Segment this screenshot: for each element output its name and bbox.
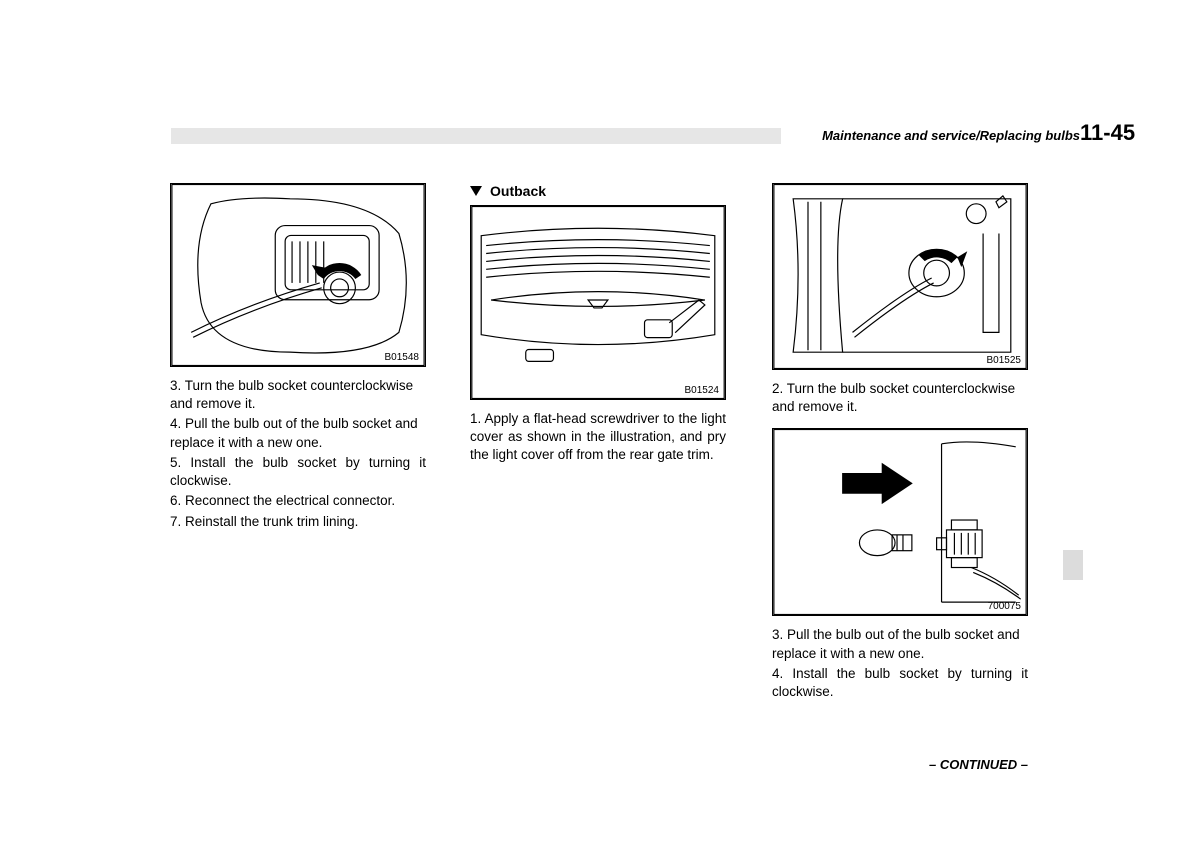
illustration-socket-ccw-outback <box>773 184 1027 369</box>
step-text: 3. Turn the bulb socket counterclockwise… <box>170 377 426 413</box>
figure-b01548: B01548 <box>170 183 426 367</box>
step-text: 3. Pull the bulb out of the bulb socket … <box>772 626 1028 662</box>
continued-label: – CONTINUED – <box>772 757 1028 772</box>
col3-text-2: 3. Pull the bulb out of the bulb socket … <box>772 626 1028 701</box>
step-text: 1. Apply a flat-head screwdriver to the … <box>470 410 726 465</box>
column-1: B01548 3. Turn the bulb socket countercl… <box>170 183 455 533</box>
figure-code: 700075 <box>988 601 1021 612</box>
step-text: 6. Reconnect the electrical connector. <box>170 492 426 510</box>
side-tab <box>1063 550 1083 580</box>
triangle-icon <box>470 186 482 196</box>
col1-text: 3. Turn the bulb socket counterclockwise… <box>170 377 426 531</box>
breadcrumb: Maintenance and service/Replacing bulbs <box>780 128 1080 143</box>
figure-code: B01548 <box>385 352 419 363</box>
column-2: Outback B01524 1. Apply a flat-head scre… <box>470 183 755 467</box>
illustration-pull-bulb <box>773 429 1027 615</box>
figure-700075: 700075 <box>772 428 1028 616</box>
step-text: 5. Install the bulb socket by turning it… <box>170 454 426 490</box>
col2-text: 1. Apply a flat-head screwdriver to the … <box>470 410 726 465</box>
step-text: 4. Install the bulb socket by turning it… <box>772 665 1028 701</box>
subheading-label: Outback <box>490 183 546 199</box>
step-text: 2. Turn the bulb socket counterclockwise… <box>772 380 1028 416</box>
step-text: 7. Reinstall the trunk trim lining. <box>170 513 426 531</box>
figure-b01525: B01525 <box>772 183 1028 370</box>
illustration-light-cover-pry <box>471 206 725 399</box>
page-number: 11-45 <box>1080 120 1135 146</box>
illustration-bulb-socket-ccw <box>171 184 425 366</box>
column-3: B01525 2. Turn the bulb socket countercl… <box>772 183 1057 703</box>
subheading-outback: Outback <box>470 183 755 199</box>
figure-code: B01525 <box>987 355 1021 366</box>
header-bar <box>171 128 781 144</box>
step-text: 4. Pull the bulb out of the bulb socket … <box>170 415 426 451</box>
col3-text-1: 2. Turn the bulb socket counterclockwise… <box>772 380 1028 416</box>
figure-code: B01524 <box>685 385 719 396</box>
figure-b01524: B01524 <box>470 205 726 400</box>
